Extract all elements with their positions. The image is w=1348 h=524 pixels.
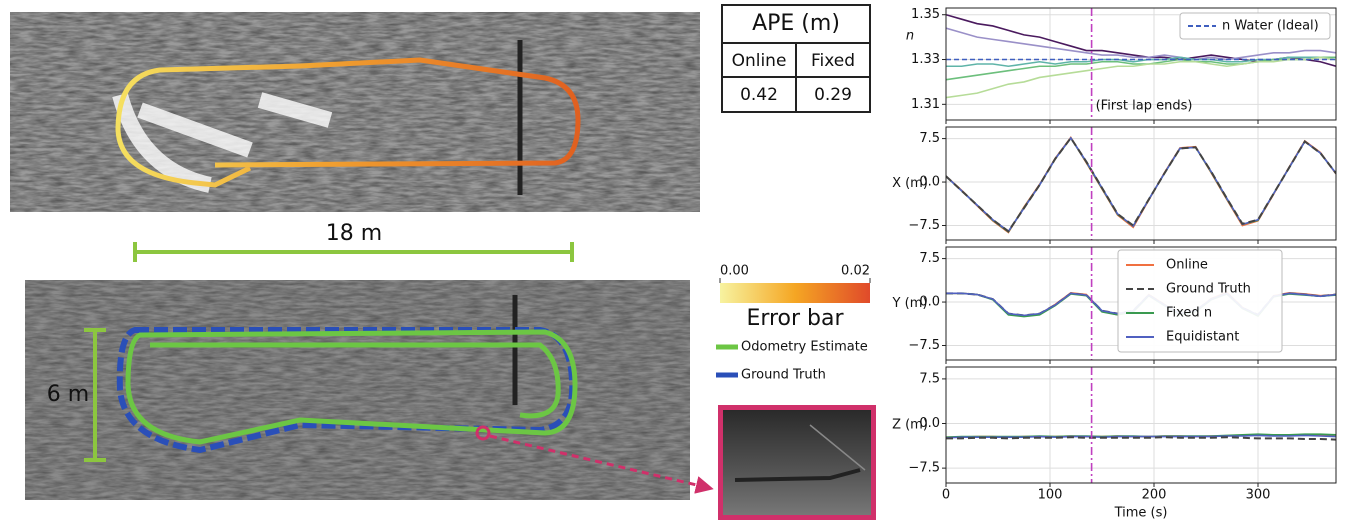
plot-area bbox=[946, 137, 1336, 232]
x-axis-label: Time (s) bbox=[1114, 506, 1168, 521]
series-line bbox=[946, 138, 1336, 231]
colorbar-tick-label: 0.00 bbox=[720, 264, 749, 279]
colorbar-label: Error bar bbox=[746, 306, 844, 331]
y-tick-label: −7.5 bbox=[908, 461, 940, 476]
camera-inset bbox=[718, 405, 876, 520]
legend-label: Ground Truth bbox=[741, 368, 826, 383]
bottom-map: 6 m bbox=[25, 280, 705, 500]
series-line bbox=[946, 437, 1336, 439]
scale-label: 6 m bbox=[47, 382, 89, 407]
cloud-texture bbox=[25, 280, 690, 500]
series-line bbox=[946, 138, 1336, 232]
table-cell: 0.29 bbox=[814, 85, 852, 105]
y-axis-label: Y (m) bbox=[892, 296, 928, 311]
y-tick-label: −7.5 bbox=[908, 218, 940, 233]
annotation: (First lap ends) bbox=[1096, 99, 1193, 114]
y-tick-label: 1.35 bbox=[911, 7, 940, 22]
legend-label: Odometry Estimate bbox=[741, 340, 868, 355]
plot-frame bbox=[946, 367, 1336, 483]
ape-table: APE (m) Online Fixed 0.42 0.29 bbox=[722, 5, 870, 112]
plot-frame bbox=[946, 127, 1336, 240]
y-axis-label: Z (m) bbox=[892, 418, 928, 433]
colorbar: Error bar 0.00 0.02 bbox=[720, 264, 870, 332]
y-tick-label: −7.5 bbox=[908, 338, 940, 353]
colorbar-gradient bbox=[720, 283, 870, 303]
plot-area bbox=[946, 434, 1336, 439]
table-cell: 0.42 bbox=[740, 85, 778, 105]
x-tick-label: 200 bbox=[1142, 488, 1167, 503]
x-tick-label: 0 bbox=[942, 488, 950, 503]
charts: 1.31 1.33 1.35 n (First lap ends) n Water (Id… bbox=[892, 7, 1336, 520]
camera-image bbox=[723, 410, 871, 515]
colorbar-tick-label: 0.02 bbox=[841, 264, 870, 279]
legend-label: Fixed n bbox=[1166, 306, 1212, 321]
legend-label: Equidistant bbox=[1166, 330, 1239, 345]
series-line bbox=[946, 137, 1336, 232]
scale-label: 18 m bbox=[326, 221, 382, 246]
x-tick-label: 100 bbox=[1038, 488, 1063, 503]
column-header: Online bbox=[732, 51, 787, 71]
legend-label: Online bbox=[1166, 258, 1208, 273]
legend-label: n Water (Ideal) bbox=[1222, 19, 1319, 34]
y-axis-label: n bbox=[906, 29, 914, 44]
column-header: Fixed bbox=[811, 51, 855, 71]
y-tick-label: 7.5 bbox=[919, 371, 940, 386]
figure: 18 m 6 m APE (m) Online Fixed 0.42 0.29 … bbox=[0, 0, 1348, 524]
y-tick-label: 7.5 bbox=[919, 251, 940, 266]
series-line bbox=[946, 138, 1336, 231]
y-tick-label: 1.33 bbox=[911, 52, 940, 67]
y-axis-label: X (m) bbox=[892, 176, 928, 191]
y-tick-label: 7.5 bbox=[919, 131, 940, 146]
map-legend: Odometry Estimate Ground Truth bbox=[716, 340, 868, 383]
cloud-texture bbox=[10, 12, 700, 212]
table-title: APE (m) bbox=[752, 11, 840, 36]
x-tick-label: 300 bbox=[1246, 488, 1271, 503]
legend-label: Ground Truth bbox=[1166, 282, 1251, 297]
y-tick-label: 1.31 bbox=[911, 97, 940, 112]
top-map: 18 m bbox=[10, 12, 700, 262]
